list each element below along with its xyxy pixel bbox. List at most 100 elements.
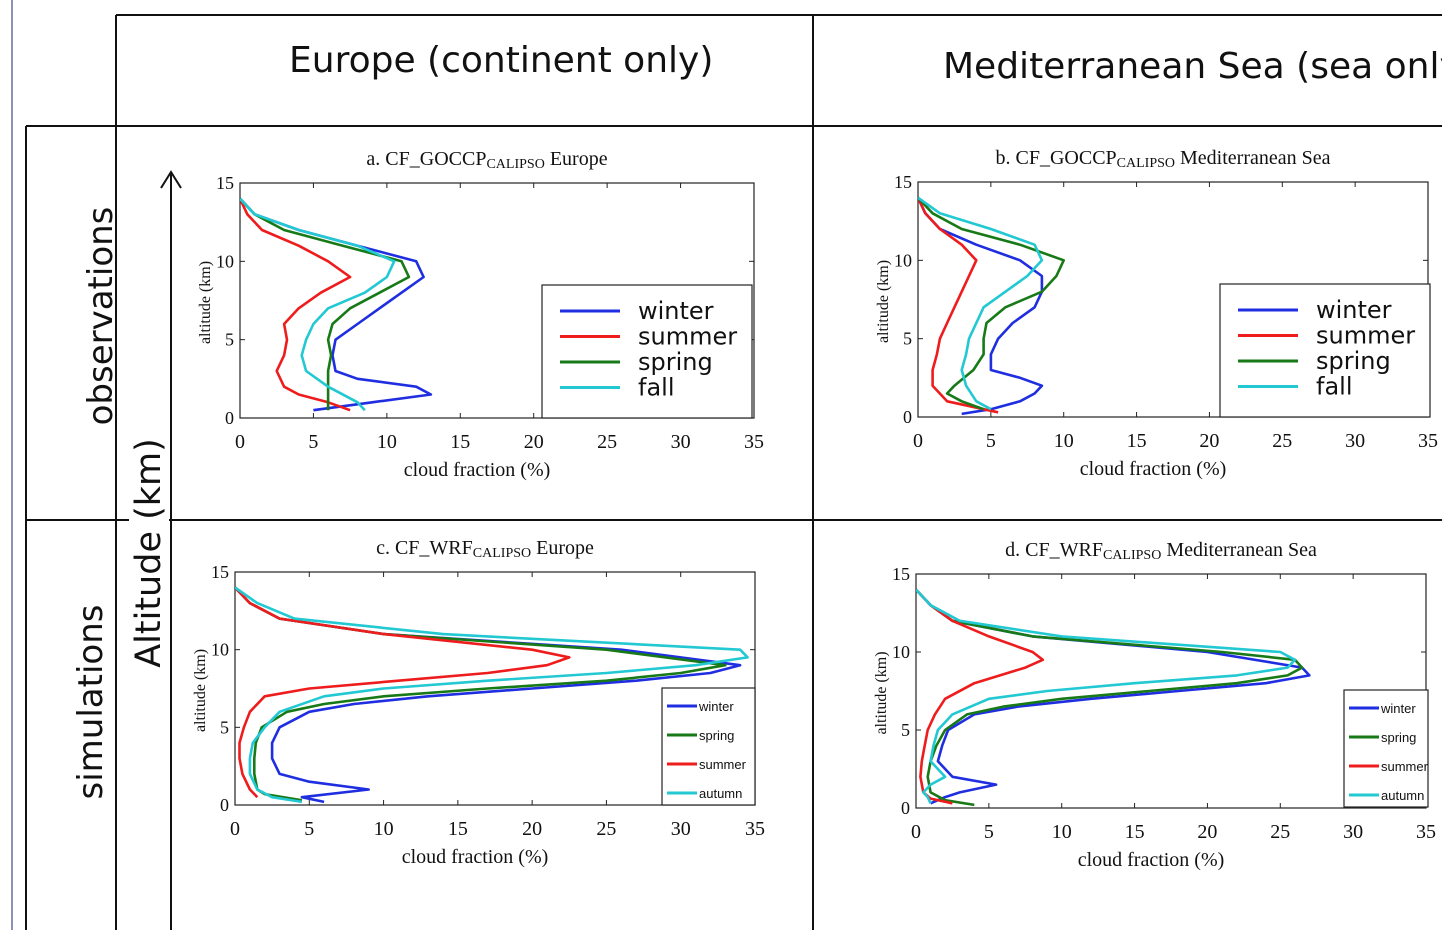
x-tick-label: 30 bbox=[1343, 821, 1363, 843]
chart-a: a. CF_GOCCPCALIPSO Europe 0 5 10 15 20 25 30 35 0… bbox=[197, 148, 764, 481]
y-tick-label: 0 bbox=[903, 407, 912, 427]
y-tick-label: 10 bbox=[892, 642, 910, 662]
y-tick-label: 5 bbox=[901, 720, 910, 740]
legend-label-summer: summer bbox=[1381, 759, 1429, 774]
x-tick-label: 15 bbox=[1127, 430, 1147, 452]
x-tick-label: 30 bbox=[671, 431, 691, 453]
x-tick-label: 20 bbox=[524, 431, 544, 453]
y-tick-label: 15 bbox=[216, 173, 234, 193]
legend-label-summer: summer bbox=[699, 757, 747, 772]
series-line-fall bbox=[918, 196, 1044, 411]
y-axis-label: altitude (km) bbox=[192, 649, 209, 732]
series-line-spring bbox=[916, 588, 1304, 807]
y-tick-label: 15 bbox=[211, 562, 229, 582]
series-line-summer bbox=[916, 588, 1045, 805]
x-tick-label: 15 bbox=[1125, 821, 1145, 843]
x-tick-label: 10 bbox=[1052, 821, 1072, 843]
chart-c: c. CF_WRFCALIPSO Europe 0 5 10 15 20 25 30 35 0 5 1… bbox=[192, 537, 765, 868]
x-tick-label: 10 bbox=[1054, 430, 1074, 452]
x-tick-label: 30 bbox=[671, 818, 691, 840]
x-tick-label: 25 bbox=[597, 431, 617, 453]
chart-title: a. CF_GOCCPCALIPSO Europe bbox=[366, 148, 607, 172]
row-label-observations: observations bbox=[81, 206, 121, 426]
x-tick-label: 0 bbox=[911, 821, 921, 843]
series-line-autumn bbox=[916, 588, 1297, 804]
y-tick-label: 10 bbox=[211, 640, 229, 660]
altitude-arrow-head bbox=[160, 170, 182, 189]
y-tick-label: 10 bbox=[216, 251, 234, 271]
legend-label-autumn: autumn bbox=[1381, 788, 1424, 803]
legend-label-winter: winter bbox=[1380, 701, 1416, 716]
legend-label-summer: summer bbox=[1316, 322, 1415, 350]
x-tick-label: 20 bbox=[1199, 430, 1219, 452]
x-axis-label: cloud fraction (%) bbox=[1080, 458, 1227, 480]
y-tick-label: 15 bbox=[894, 172, 912, 192]
y-tick-label: 10 bbox=[894, 250, 912, 270]
legend-label-fall: fall bbox=[1316, 373, 1353, 401]
series-line-summer bbox=[918, 197, 999, 414]
x-tick-label: 10 bbox=[377, 431, 397, 453]
legend-label-summer: summer bbox=[638, 323, 737, 351]
x-tick-label: 10 bbox=[374, 818, 394, 840]
legend-label-winter: winter bbox=[638, 297, 714, 325]
row-label-simulations: simulations bbox=[71, 604, 111, 800]
x-axis-label: cloud fraction (%) bbox=[402, 846, 549, 868]
series-line-spring bbox=[240, 197, 411, 411]
y-tick-label: 5 bbox=[220, 717, 229, 737]
legend: winter spring summer autumn bbox=[1343, 689, 1429, 808]
x-tick-label: 5 bbox=[308, 431, 318, 453]
y-axis-label: altitude (km) bbox=[875, 260, 892, 343]
x-axis-label: cloud fraction (%) bbox=[1078, 849, 1225, 871]
legend-label-winter: winter bbox=[698, 699, 734, 714]
legend-box bbox=[1219, 283, 1431, 418]
legend-box bbox=[541, 284, 753, 419]
header-mediterranean: Mediterranean Sea (sea only) bbox=[943, 46, 1442, 87]
chart-title: b. CF_GOCCPCALIPSO Mediterranean Sea bbox=[996, 147, 1331, 171]
x-tick-label: 0 bbox=[235, 431, 245, 453]
y-tick-label: 15 bbox=[892, 564, 910, 584]
legend-label-spring: spring bbox=[1381, 730, 1416, 745]
header-europe: Europe (continent only) bbox=[289, 40, 714, 81]
legend-label-autumn: autumn bbox=[699, 786, 742, 801]
y-tick-label: 5 bbox=[225, 330, 234, 350]
series-line-fall bbox=[240, 197, 396, 412]
x-tick-label: 25 bbox=[596, 818, 616, 840]
legend-label-winter: winter bbox=[1316, 296, 1392, 324]
x-tick-label: 35 bbox=[1418, 430, 1438, 452]
y-axis-label: altitude (km) bbox=[873, 651, 890, 734]
y-tick-label: 0 bbox=[225, 408, 234, 428]
series-line-summer bbox=[240, 198, 352, 412]
series-line-winter bbox=[918, 197, 1044, 416]
series-line-spring bbox=[918, 196, 1065, 411]
x-tick-label: 25 bbox=[1272, 430, 1292, 452]
x-tick-label: 20 bbox=[1197, 821, 1217, 843]
x-tick-label: 5 bbox=[984, 821, 994, 843]
x-tick-label: 15 bbox=[450, 431, 470, 453]
legend: winter spring summer autumn bbox=[661, 687, 756, 806]
x-tick-label: 5 bbox=[304, 818, 314, 840]
series-line-summer bbox=[235, 586, 571, 799]
y-axis-label: altitude (km) bbox=[197, 261, 214, 344]
x-tick-label: 35 bbox=[744, 431, 764, 453]
x-tick-label: 25 bbox=[1270, 821, 1290, 843]
chart-b: b. CF_GOCCPCALIPSO Mediterranean Sea 0 5 10… bbox=[875, 147, 1438, 480]
x-tick-label: 35 bbox=[745, 818, 765, 840]
series-line-winter bbox=[916, 588, 1311, 805]
x-tick-label: 20 bbox=[522, 818, 542, 840]
legend-label-fall: fall bbox=[638, 374, 675, 402]
x-tick-label: 5 bbox=[986, 430, 996, 452]
x-tick-label: 35 bbox=[1416, 821, 1436, 843]
x-tick-label: 30 bbox=[1345, 430, 1365, 452]
x-tick-label: 0 bbox=[230, 818, 240, 840]
series-line-autumn bbox=[235, 586, 749, 804]
chart-d: d. CF_WRFCALIPSO Mediterranean Sea 0 5 10 15… bbox=[873, 539, 1436, 871]
y-tick-label: 0 bbox=[901, 798, 910, 818]
y-tick-label: 0 bbox=[220, 795, 229, 815]
legend-label-spring: spring bbox=[638, 348, 713, 376]
x-tick-label: 0 bbox=[913, 430, 923, 452]
legend-label-spring: spring bbox=[1316, 347, 1391, 375]
chart-title: c. CF_WRFCALIPSO Europe bbox=[376, 537, 594, 561]
